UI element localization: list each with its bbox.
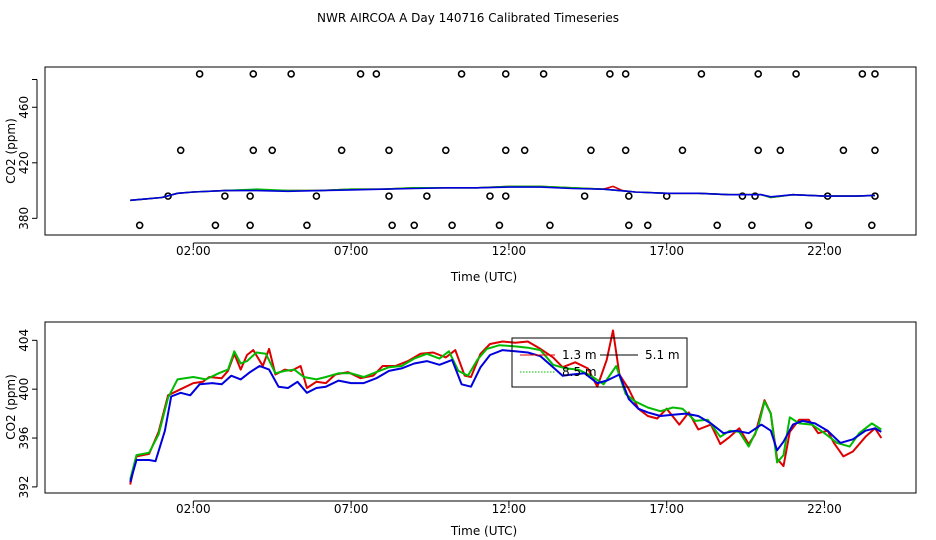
legend-label-2: 5.1 m xyxy=(645,348,680,362)
bottom-series-line-green xyxy=(129,344,882,480)
legend-label-1: 1.3 m xyxy=(562,348,597,362)
reference-point xyxy=(713,221,721,230)
top-x-tick-label: 22:00 xyxy=(807,244,842,258)
bottom-x-tick-label: 22:00 xyxy=(807,502,842,516)
reference-point xyxy=(441,146,450,155)
reference-point xyxy=(448,221,456,230)
reference-point xyxy=(858,70,867,78)
top-reference-points xyxy=(135,70,879,230)
reference-point xyxy=(211,221,220,230)
bottom-series-line-blue xyxy=(129,349,882,483)
top-x-tick-label: 12:00 xyxy=(492,244,527,258)
reference-point xyxy=(249,70,258,78)
reference-point xyxy=(388,221,396,230)
top-x-axis-label: Time (UTC) xyxy=(450,270,517,284)
top-series-line-blue xyxy=(130,186,876,202)
reference-point xyxy=(372,70,381,78)
reference-point xyxy=(754,70,763,78)
reference-point xyxy=(385,192,393,200)
reference-point xyxy=(738,192,747,200)
reference-point xyxy=(754,146,763,155)
reference-point xyxy=(268,146,277,155)
bottom-x-tick-label: 02:00 xyxy=(176,502,211,516)
reference-point xyxy=(606,70,614,78)
reference-point xyxy=(385,146,393,155)
top-panel: Time (UTC) CO2 (ppm) 02:00 07:00 12:00 17:0… xyxy=(4,66,917,284)
top-y-axis-label: CO2 (ppm) xyxy=(4,118,18,184)
reference-point xyxy=(643,221,652,230)
bottom-x-tick-label: 12:00 xyxy=(492,502,527,516)
reference-point xyxy=(221,192,229,200)
reference-point xyxy=(176,146,185,155)
top-y-tick-label: 460 xyxy=(17,96,31,119)
chart-title: NWR AIRCOA A Day 140716 Calibrated Times… xyxy=(317,11,619,25)
bottom-plot-frame xyxy=(44,321,917,494)
top-x-tick-label: 07:00 xyxy=(334,244,369,258)
bottom-y-tick-label: 404 xyxy=(17,329,31,352)
bottom-series-lines xyxy=(129,329,883,485)
top-series-lines xyxy=(130,185,876,202)
legend-label-3: 8.5 m xyxy=(562,365,597,379)
reference-point xyxy=(871,70,879,78)
bottom-x-axis-label: Time (UTC) xyxy=(450,524,517,538)
bottom-x-tick-label: 07:00 xyxy=(334,502,369,516)
bottom-y-axis-label: CO2 (ppm) xyxy=(4,374,18,440)
top-x-tick-label: 02:00 xyxy=(176,244,211,258)
reference-point xyxy=(776,146,785,155)
legend-box xyxy=(511,337,688,388)
reference-point xyxy=(546,221,554,230)
reference-point xyxy=(135,221,144,230)
reference-point xyxy=(792,70,800,78)
reference-point xyxy=(539,70,548,78)
reference-point xyxy=(697,70,706,78)
reference-point xyxy=(520,146,529,155)
reference-point xyxy=(580,192,589,200)
reference-point xyxy=(501,70,510,78)
reference-point xyxy=(587,146,595,155)
reference-point xyxy=(501,146,510,155)
bottom-y-tick-label: 392 xyxy=(17,475,31,498)
bottom-x-tick-label: 17:00 xyxy=(649,502,684,516)
legend: 1.3 m 5.1 m 8.5 m xyxy=(511,337,688,388)
reference-point xyxy=(287,70,295,78)
reference-point xyxy=(501,192,510,200)
reference-point xyxy=(249,146,258,155)
top-y-tick-label: 380 xyxy=(17,207,31,230)
reference-point xyxy=(356,70,365,78)
reference-point xyxy=(303,221,311,230)
top-x-tick-label: 17:00 xyxy=(649,244,684,258)
reference-point xyxy=(195,70,204,78)
bottom-y-tick-label: 400 xyxy=(17,378,31,401)
top-y-tick-label: 420 xyxy=(17,151,31,174)
reference-point xyxy=(410,221,419,230)
reference-point xyxy=(621,146,630,155)
reference-point xyxy=(423,192,431,200)
reference-point xyxy=(804,221,813,230)
reference-point xyxy=(678,146,687,155)
reference-point xyxy=(337,146,346,155)
bottom-panel: Time (UTC) CO2 (ppm) 02:00 07:00 12:00 17:0… xyxy=(4,321,917,538)
reference-point xyxy=(312,192,321,200)
bottom-y-tick-label: 396 xyxy=(17,427,31,450)
reference-point xyxy=(246,221,254,230)
reference-point xyxy=(486,192,494,200)
reference-point xyxy=(246,192,254,200)
reference-point xyxy=(748,221,756,230)
reference-point xyxy=(871,146,879,155)
reference-point xyxy=(839,146,848,155)
top-axes: 02:00 07:00 12:00 17:00 22:00 380 420 460 xyxy=(17,78,842,258)
top-plot-frame xyxy=(44,66,917,236)
reference-point xyxy=(751,192,759,200)
reference-point xyxy=(457,70,466,78)
reference-point xyxy=(495,221,504,230)
reference-point xyxy=(625,192,633,200)
reference-point xyxy=(621,70,630,78)
bottom-axes: 02:00 07:00 12:00 17:00 22:00 392 396 400 404 xyxy=(17,329,842,516)
reference-point xyxy=(868,221,876,230)
reference-point xyxy=(625,221,633,230)
